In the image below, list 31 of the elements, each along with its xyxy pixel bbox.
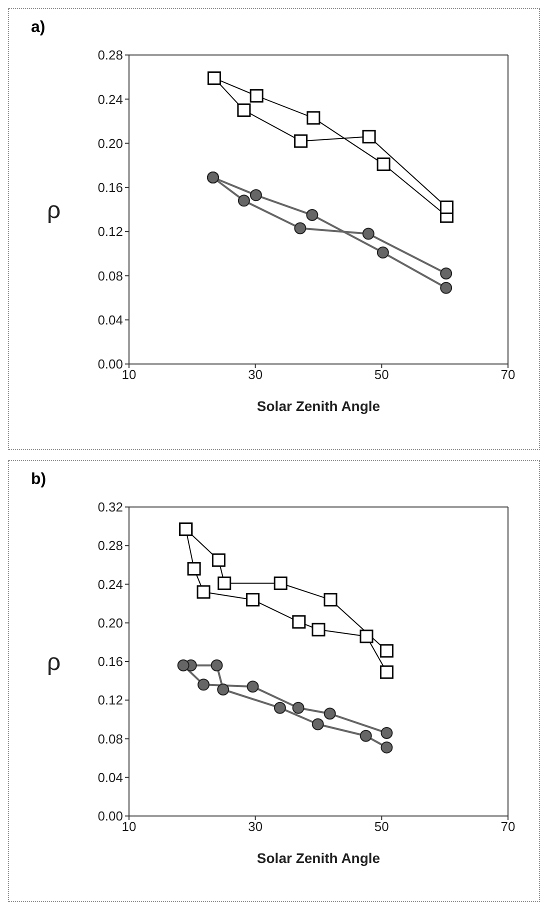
y-tick-label: 0.00: [98, 808, 123, 824]
y-tick-label: 0.20: [98, 136, 123, 151]
y-tick-label: 0.08: [98, 731, 123, 746]
x-tick-label: 50: [374, 367, 389, 382]
x-tick-label: 50: [374, 819, 389, 834]
x-tick-label: 10: [122, 819, 136, 834]
y-tick-label: 0.28: [98, 48, 123, 63]
y-tick-label: 0.00: [98, 356, 123, 372]
y-tick-label: 0.32: [98, 500, 123, 515]
y-axis-title: ρ: [47, 649, 61, 676]
x-tick-label: 30: [248, 819, 263, 834]
y-tick-label: 0.12: [98, 224, 123, 240]
chart-title: b): [31, 471, 46, 489]
y-tick-label: 0.16: [98, 654, 123, 670]
x-tick-label: 30: [248, 367, 263, 382]
x-axis-title: Solar Zenith Angle: [256, 398, 380, 414]
y-tick-label: 0.28: [98, 538, 123, 554]
y-tick-label: 0.20: [98, 615, 123, 630]
x-axis-title: Solar Zenith Angle: [256, 850, 380, 866]
y-tick-label: 0.04: [98, 312, 123, 328]
y-tick-label: 0.08: [98, 268, 123, 284]
y-axis-title: ρ: [47, 197, 61, 224]
y-tick-label: 0.24: [98, 576, 123, 592]
x-tick-label: 70: [500, 367, 516, 382]
y-tick-label: 0.12: [98, 692, 123, 708]
chart-title: a): [31, 19, 46, 37]
y-tick-label: 0.16: [98, 180, 123, 196]
y-tick-label: 0.04: [98, 770, 123, 785]
x-tick-label: 10: [122, 367, 136, 382]
y-tick-label: 0.24: [98, 92, 123, 107]
x-tick-label: 70: [500, 819, 516, 834]
